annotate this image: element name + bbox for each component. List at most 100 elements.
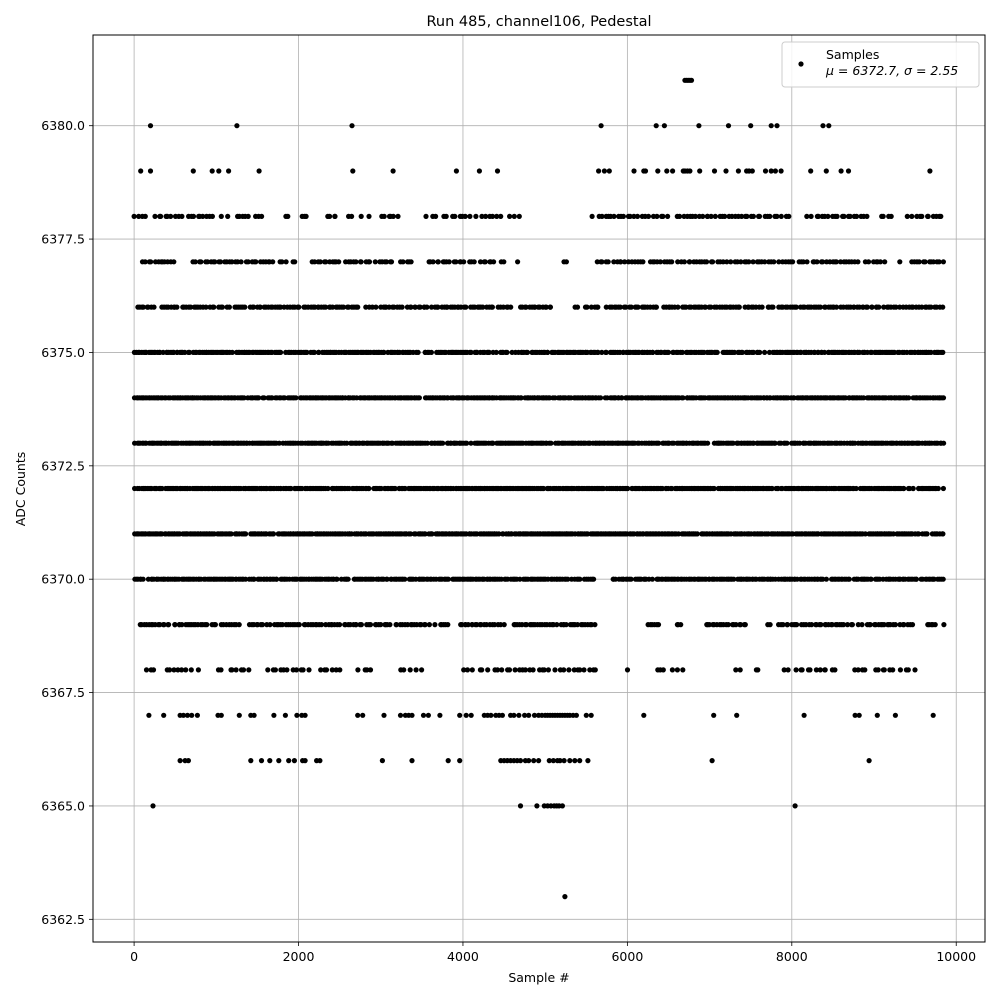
data-point [457, 758, 463, 764]
data-point [657, 259, 664, 265]
data-point [660, 667, 666, 673]
data-point [517, 576, 523, 582]
data-point [849, 622, 856, 628]
data-point [435, 304, 441, 310]
data-point [432, 622, 438, 628]
data-point [919, 304, 925, 310]
data-point [228, 531, 234, 537]
data-point [711, 485, 717, 492]
data-point [661, 123, 668, 129]
data-point [704, 259, 710, 265]
data-point [353, 259, 359, 265]
data-point [838, 168, 844, 174]
data-point [138, 168, 144, 174]
data-point [381, 213, 387, 219]
data-point [599, 213, 605, 219]
data-point [323, 304, 329, 310]
data-point [776, 259, 782, 265]
data-point [680, 667, 686, 673]
data-point [256, 395, 262, 401]
x-tick-label: 6000 [611, 949, 643, 964]
y-tick-label: 6370.0 [41, 572, 85, 587]
data-point [367, 667, 374, 673]
data-point [194, 712, 200, 718]
data-point [705, 440, 711, 446]
data-point [234, 123, 240, 129]
data-point [574, 304, 581, 310]
data-point [881, 304, 887, 310]
data-point [517, 803, 524, 809]
data-point [628, 576, 634, 582]
data-point [267, 622, 273, 628]
data-point [161, 622, 167, 628]
data-point [611, 259, 617, 265]
data-point [282, 712, 288, 718]
data-point [498, 622, 504, 628]
data-point [552, 667, 558, 673]
data-point [445, 758, 451, 764]
data-point [762, 259, 768, 265]
data-point [712, 213, 718, 219]
data-point [784, 622, 791, 628]
data-point [443, 213, 449, 219]
data-point [482, 259, 488, 265]
data-point [793, 304, 799, 310]
data-point [566, 667, 572, 673]
data-point [337, 667, 343, 673]
data-point [762, 168, 769, 174]
data-point [733, 622, 739, 628]
data-point [279, 622, 285, 628]
data-point [452, 213, 458, 219]
data-point [167, 667, 173, 673]
data-point [457, 712, 463, 718]
data-point [372, 259, 378, 265]
data-point [541, 485, 547, 492]
data-point [762, 349, 768, 355]
data-point [251, 304, 257, 310]
data-point [390, 168, 396, 174]
data-point [526, 712, 532, 718]
data-point [522, 712, 528, 718]
data-point [175, 667, 181, 673]
data-point [861, 395, 867, 401]
data-point [813, 667, 820, 673]
data-point [653, 123, 659, 129]
data-point [157, 622, 163, 628]
data-point [499, 667, 505, 673]
data-point [177, 758, 183, 764]
data-point [739, 213, 745, 219]
data-point [353, 622, 359, 628]
data-point [545, 667, 552, 673]
data-point [623, 304, 629, 310]
data-point [797, 440, 803, 446]
data-point [785, 667, 791, 673]
data-point [147, 168, 154, 174]
data-point [598, 123, 604, 129]
y-tick-label: 6377.5 [41, 232, 85, 247]
data-point [627, 213, 633, 219]
data-point [554, 622, 560, 628]
data-point [140, 576, 146, 582]
data-point [826, 123, 832, 129]
data-point [897, 667, 904, 673]
data-point [573, 712, 580, 718]
data-point [265, 667, 271, 673]
data-point [379, 758, 385, 764]
data-point [183, 667, 189, 673]
data-point [794, 622, 800, 628]
data-point [565, 576, 571, 582]
data-point [517, 758, 524, 764]
data-point [179, 213, 185, 219]
data-point [387, 622, 393, 628]
data-point [530, 667, 536, 673]
data-point [397, 712, 404, 718]
data-point [916, 531, 922, 537]
data-point [399, 304, 405, 310]
data-point [919, 213, 925, 219]
data-point [559, 803, 566, 809]
data-point [938, 213, 944, 219]
data-point [890, 531, 897, 537]
data-points [131, 77, 947, 900]
data-point [922, 259, 928, 265]
